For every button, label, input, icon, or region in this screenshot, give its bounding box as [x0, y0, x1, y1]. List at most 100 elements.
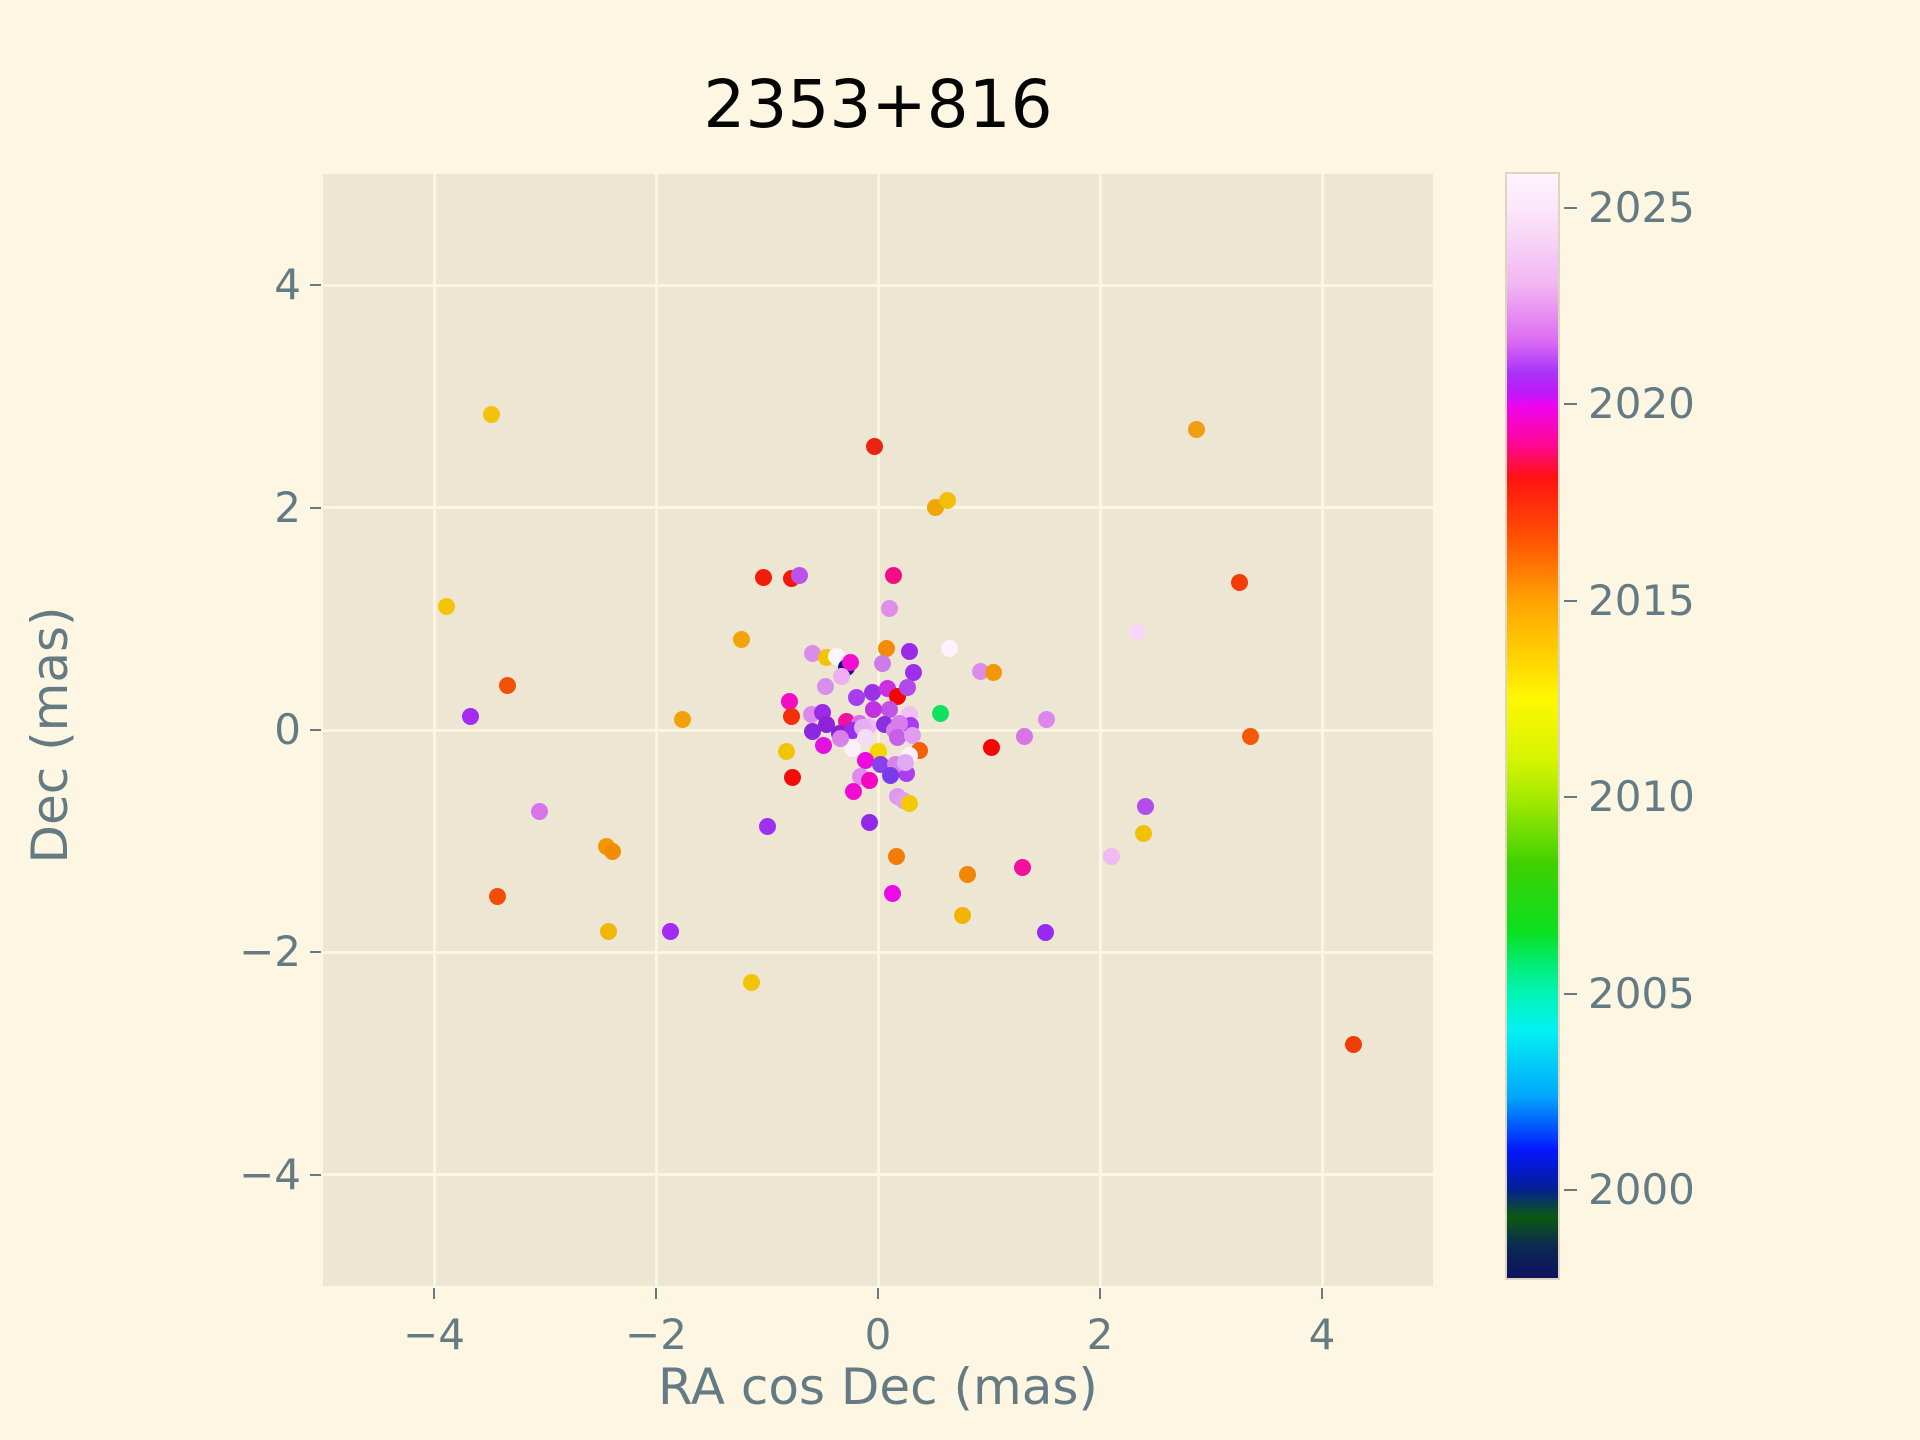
scatter-point — [832, 668, 850, 686]
scatter-point — [843, 740, 861, 758]
y-tick-mark — [310, 1173, 321, 1176]
scatter-point — [880, 600, 898, 618]
x-tick-mark — [1099, 1288, 1101, 1299]
x-tick-label: −4 — [403, 1310, 465, 1359]
y-tick-mark — [310, 284, 321, 287]
colorbar-tick-label: 2010 — [1588, 772, 1695, 822]
scatter-point — [953, 907, 971, 925]
colorbar-tick-label: 2025 — [1588, 183, 1695, 232]
scatter-point — [1137, 798, 1154, 816]
scatter-point — [1013, 859, 1031, 877]
scatter-point — [758, 818, 776, 836]
scatter-point — [869, 742, 887, 760]
scatter-point — [498, 677, 516, 695]
scatter-point — [866, 437, 884, 455]
scatter-point — [488, 888, 506, 906]
scatter-point — [959, 866, 977, 884]
scatter-point — [845, 782, 863, 800]
y-tick-mark — [310, 506, 321, 509]
colorbar — [1505, 172, 1560, 1280]
scatter-point — [931, 704, 949, 722]
scatter-point — [1016, 728, 1034, 746]
x-axis-label: RA cos Dec (mas) — [658, 1358, 1098, 1416]
x-tick-label: 2 — [1086, 1310, 1114, 1359]
colorbar-tick-label: 2015 — [1588, 576, 1695, 626]
x-tick-mark — [655, 1288, 657, 1299]
scatter-point — [890, 714, 908, 732]
x-tick-label: 0 — [864, 1310, 892, 1359]
scatter-point — [831, 730, 849, 748]
scatter-point — [780, 692, 798, 710]
scatter-point — [860, 771, 878, 789]
y-axis-label: Dec (mas) — [21, 606, 79, 864]
scatter-point — [873, 654, 891, 672]
scatter-point — [778, 742, 796, 760]
scatter-point — [880, 701, 898, 719]
scatter-point — [897, 753, 915, 771]
scatter-point — [599, 922, 617, 940]
scatter-point — [857, 751, 875, 769]
scatter-point — [462, 708, 480, 726]
x-tick-mark — [877, 1288, 879, 1299]
colorbar-tick-mark — [1564, 1189, 1577, 1192]
scatter-point — [483, 405, 501, 423]
scatter-point — [863, 683, 881, 701]
plot-title: 2353+816 — [703, 66, 1053, 143]
scatter-point — [742, 973, 760, 991]
scatter-point — [784, 769, 802, 787]
colorbar-tick-label: 2000 — [1588, 1165, 1695, 1215]
scatter-point — [900, 794, 918, 812]
plot-area — [323, 174, 1433, 1286]
scatter-point — [881, 767, 899, 785]
y-tick-label: 4 — [274, 260, 301, 310]
x-tick-label: 4 — [1308, 1310, 1336, 1359]
scatter-point — [790, 566, 808, 584]
y-gridline — [323, 1173, 1433, 1177]
scatter-point — [1344, 1036, 1362, 1054]
colorbar-tick-mark — [1564, 207, 1577, 209]
scatter-point — [1129, 622, 1147, 640]
scatter-point — [1037, 923, 1055, 941]
scatter-point — [878, 640, 896, 658]
scatter-point — [815, 737, 833, 755]
scatter-point — [905, 663, 923, 681]
scatter-point — [661, 922, 679, 940]
x-tick-mark — [433, 1288, 435, 1299]
scatter-point — [984, 663, 1002, 681]
scatter-point — [899, 679, 917, 697]
x-tick-mark — [1321, 1288, 1323, 1299]
colorbar-tick-mark — [1564, 796, 1577, 799]
scatter-point — [1134, 824, 1152, 842]
scatter-point — [939, 492, 957, 510]
scatter-point — [940, 640, 958, 658]
scatter-point — [848, 689, 866, 707]
scatter-point — [530, 802, 548, 820]
y-tick-mark — [310, 951, 321, 954]
scatter-point — [982, 739, 1000, 757]
scatter-point — [900, 642, 918, 660]
scatter-point — [674, 711, 692, 729]
scatter-point — [888, 848, 906, 866]
colorbar-tick-mark — [1564, 600, 1577, 603]
y-tick-label: 2 — [274, 482, 301, 532]
scatter-point — [883, 884, 901, 902]
scatter-point — [732, 631, 750, 649]
scatter-point — [437, 598, 455, 616]
y-gridline — [323, 950, 1433, 954]
y-tick-label: 0 — [274, 705, 301, 754]
scatter-point — [1188, 421, 1206, 439]
scatter-point — [889, 729, 907, 747]
scatter-point — [1242, 728, 1260, 746]
scatter-point — [885, 566, 903, 584]
y-tick-label: −2 — [239, 927, 301, 977]
scatter-point — [857, 729, 875, 747]
colorbar-tick-mark — [1564, 403, 1577, 406]
scatter-point — [782, 708, 800, 726]
y-tick-mark — [310, 729, 321, 731]
scatter-point — [755, 569, 773, 587]
colorbar-tick-label: 2005 — [1588, 969, 1695, 1019]
scatter-point — [604, 842, 622, 860]
scatter-point — [804, 722, 821, 740]
scatter-point — [841, 653, 859, 671]
x-tick-label: −2 — [625, 1310, 687, 1359]
